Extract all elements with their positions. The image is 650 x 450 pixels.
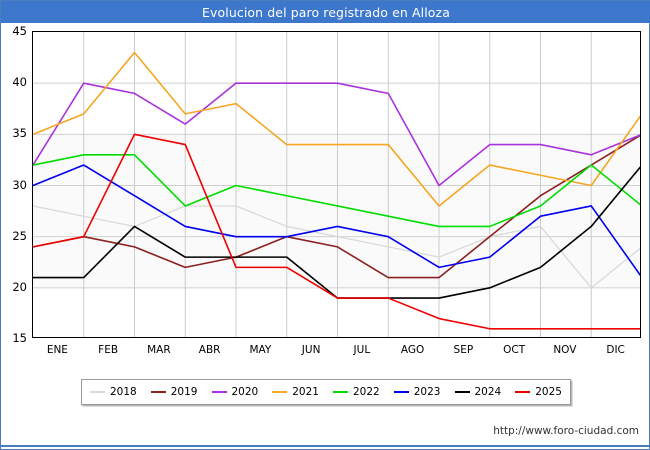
- legend-label-2024: 2024: [474, 386, 502, 398]
- x-tick-ago: AGO: [400, 344, 425, 356]
- legend-swatch-2018: [90, 390, 105, 394]
- x-tick-sep: SEP: [453, 344, 474, 356]
- x-tick-abr: ABR: [198, 344, 221, 356]
- x-tick-jul: JUL: [353, 344, 371, 356]
- legend-swatch-2020: [211, 390, 227, 394]
- legend-item-2023[interactable]: 2023: [393, 386, 441, 398]
- x-tick-oct: OCT: [503, 344, 526, 356]
- x-tick-feb: FEB: [98, 344, 119, 356]
- legend-item-2025[interactable]: 2025: [515, 386, 562, 398]
- series-line-2020: [33, 82, 640, 187]
- legend-item-2024[interactable]: 2024: [454, 386, 502, 398]
- legend-swatch-2024: [454, 390, 470, 394]
- legend-item-2021[interactable]: 2021: [272, 386, 319, 398]
- legend-swatch-2022: [333, 390, 348, 394]
- legend-label-2021: 2021: [292, 386, 319, 398]
- window-title-bar: Evolucion del paro registrado en Alloza: [1, 1, 650, 23]
- legend-item-2019[interactable]: 2019: [150, 386, 198, 398]
- page-title: Evolucion del paro registrado en Alloza: [202, 4, 450, 20]
- footer-rule: [1, 445, 650, 447]
- legend-label-2018: 2018: [110, 386, 137, 398]
- x-tick-may: MAY: [249, 344, 272, 356]
- series-line-2019: [33, 134, 640, 279]
- y-tick-15: 15: [12, 331, 27, 345]
- y-tick-30: 30: [12, 177, 27, 192]
- legend-label-2025: 2025: [535, 386, 562, 398]
- x-tick-jun: JUN: [301, 344, 321, 356]
- series-line-2023: [33, 164, 640, 277]
- legend-item-2018[interactable]: 2018: [90, 386, 137, 398]
- legend-swatch-2021: [272, 390, 288, 394]
- y-tick-35: 35: [12, 126, 27, 141]
- series-line-2021: [33, 51, 640, 207]
- legend-label-2023: 2023: [413, 386, 441, 398]
- series-line-2025: [33, 133, 640, 330]
- legend-swatch-2019: [150, 390, 166, 394]
- x-tick-nov: NOV: [553, 344, 577, 356]
- x-tick-ene: ENE: [46, 344, 68, 356]
- y-tick-40: 40: [12, 75, 27, 90]
- legend-swatch-2025: [515, 390, 531, 394]
- plot-area: [32, 31, 641, 338]
- y-tick-45: 45: [12, 24, 27, 38]
- legend-label-2020: 2020: [231, 386, 259, 398]
- x-tick-dic: DIC: [606, 344, 625, 356]
- y-tick-20: 20: [12, 279, 27, 294]
- y-tick-25: 25: [12, 228, 27, 243]
- source-url: http://www.foro-ciudad.com: [493, 425, 639, 437]
- line-chart-svg: [33, 32, 640, 337]
- series-line-2022: [33, 154, 640, 228]
- legend-label-2022: 2022: [353, 386, 380, 398]
- legend-item-2022[interactable]: 2022: [333, 386, 380, 398]
- legend-swatch-2023: [393, 390, 409, 394]
- chart-legend: 2018 2019 2020 2021 2022 2023 2024 2025: [81, 379, 571, 405]
- x-tick-mar: MAR: [147, 344, 171, 356]
- legend-item-2020[interactable]: 2020: [211, 386, 259, 398]
- legend-label-2019: 2019: [170, 386, 198, 398]
